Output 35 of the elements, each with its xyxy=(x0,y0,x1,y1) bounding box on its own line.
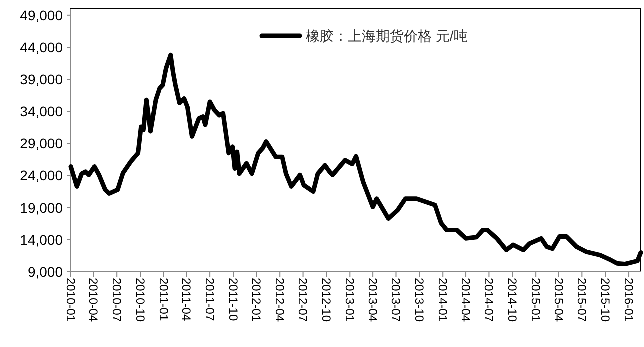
x-tick-label: 2014-10 xyxy=(505,278,520,322)
y-tick-label: 9,000 xyxy=(28,264,64,280)
x-tick-label: 2012-01 xyxy=(250,278,264,322)
y-tick-label: 34,000 xyxy=(20,104,64,120)
y-tick-label: 19,000 xyxy=(20,200,64,216)
x-tick-label: 2015-04 xyxy=(552,278,566,322)
x-tick-label: 2015-07 xyxy=(574,278,589,322)
x-tick-label: 2016-01 xyxy=(622,278,636,322)
legend-label: 橡胶：上海期货价格 元/吨 xyxy=(306,28,468,44)
y-tick-label: 24,000 xyxy=(20,168,64,184)
x-tick-label: 2010-04 xyxy=(86,278,101,322)
x-tick-label: 2014-07 xyxy=(482,278,496,322)
x-tick-label: 2013-10 xyxy=(412,278,426,322)
x-tick-label: 2014-01 xyxy=(436,278,450,322)
x-tick-label: 2011-01 xyxy=(156,278,171,322)
x-tick-label: 2015-01 xyxy=(528,278,543,322)
y-tick-label: 14,000 xyxy=(20,232,64,248)
x-tick-label: 2012-04 xyxy=(272,278,287,322)
x-tick-label: 2012-10 xyxy=(320,278,334,322)
x-tick-label: 2010-01 xyxy=(64,278,78,322)
y-tick-label: 29,000 xyxy=(20,136,64,152)
x-tick-label: 2013-01 xyxy=(342,278,357,322)
x-tick-label: 2010-10 xyxy=(133,278,148,322)
x-tick-label: 2015-10 xyxy=(598,278,612,322)
x-tick-label: 2011-07 xyxy=(202,278,217,322)
y-tick-label: 49,000 xyxy=(20,7,64,24)
x-tick-label: 2014-04 xyxy=(458,278,473,322)
y-tick-label: 39,000 xyxy=(20,71,64,88)
x-tick-label: 2012-07 xyxy=(296,278,310,322)
x-tick-label: 2011-04 xyxy=(180,278,194,322)
x-tick-label: 2013-04 xyxy=(366,278,380,322)
x-tick-label: 2013-07 xyxy=(389,278,404,322)
y-tick-label: 44,000 xyxy=(20,39,64,56)
x-tick-label: 2011-10 xyxy=(226,278,240,322)
x-tick-label: 2010-07 xyxy=(110,278,124,322)
